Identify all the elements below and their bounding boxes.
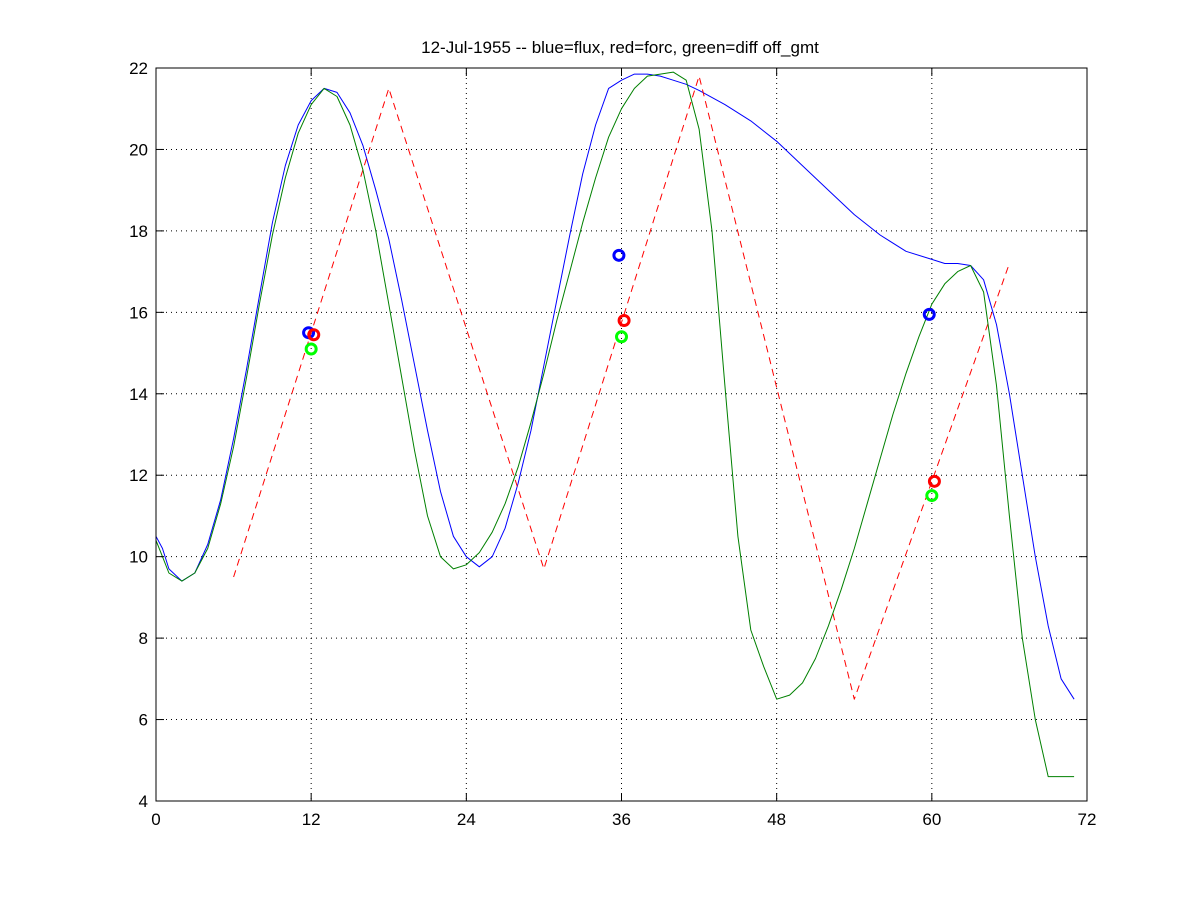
- marker-point: [307, 328, 321, 342]
- x-tick-label: 48: [767, 810, 786, 829]
- marker-point: [612, 248, 626, 262]
- y-tick-label: 12: [129, 466, 148, 485]
- axes-frame: [155, 67, 1088, 802]
- grid: [156, 68, 1087, 801]
- series-line-0: [155, 73, 1075, 700]
- y-tick-label: 18: [129, 222, 148, 241]
- x-tick-label: 36: [612, 810, 631, 829]
- series-line-1: [233, 75, 1010, 700]
- y-tick-label: 16: [129, 303, 148, 322]
- marker-point: [922, 307, 936, 321]
- marker-point: [304, 342, 318, 356]
- marker-point: [925, 489, 939, 503]
- y-tick-label: 10: [129, 548, 148, 567]
- marker-point: [615, 330, 628, 344]
- marker-point: [617, 313, 631, 327]
- y-tick-label: 14: [129, 385, 148, 404]
- x-tick-label: 72: [1078, 810, 1097, 829]
- y-tick-label: 20: [129, 140, 148, 159]
- x-tick-label: 24: [457, 810, 476, 829]
- y-tick-label: 22: [129, 59, 148, 78]
- chart-title: 12-Jul-1955 -- blue=flux, red=forc, gree…: [421, 38, 819, 57]
- y-tick-label: 8: [139, 629, 148, 648]
- series-layer: [155, 71, 1075, 778]
- y-tick-label: 4: [139, 792, 148, 811]
- x-tick-label: 0: [151, 810, 160, 829]
- marker-point: [927, 474, 941, 488]
- marker-layer: [302, 248, 941, 503]
- series-line-2: [155, 71, 1075, 778]
- x-tick-label: 12: [302, 810, 321, 829]
- y-tick-label: 6: [139, 711, 148, 730]
- x-tick-label: 60: [922, 810, 941, 829]
- ticks: 0 12 24 36 48 60 72 4 6 8 10 12 14 16 18 20 22: [129, 59, 1096, 829]
